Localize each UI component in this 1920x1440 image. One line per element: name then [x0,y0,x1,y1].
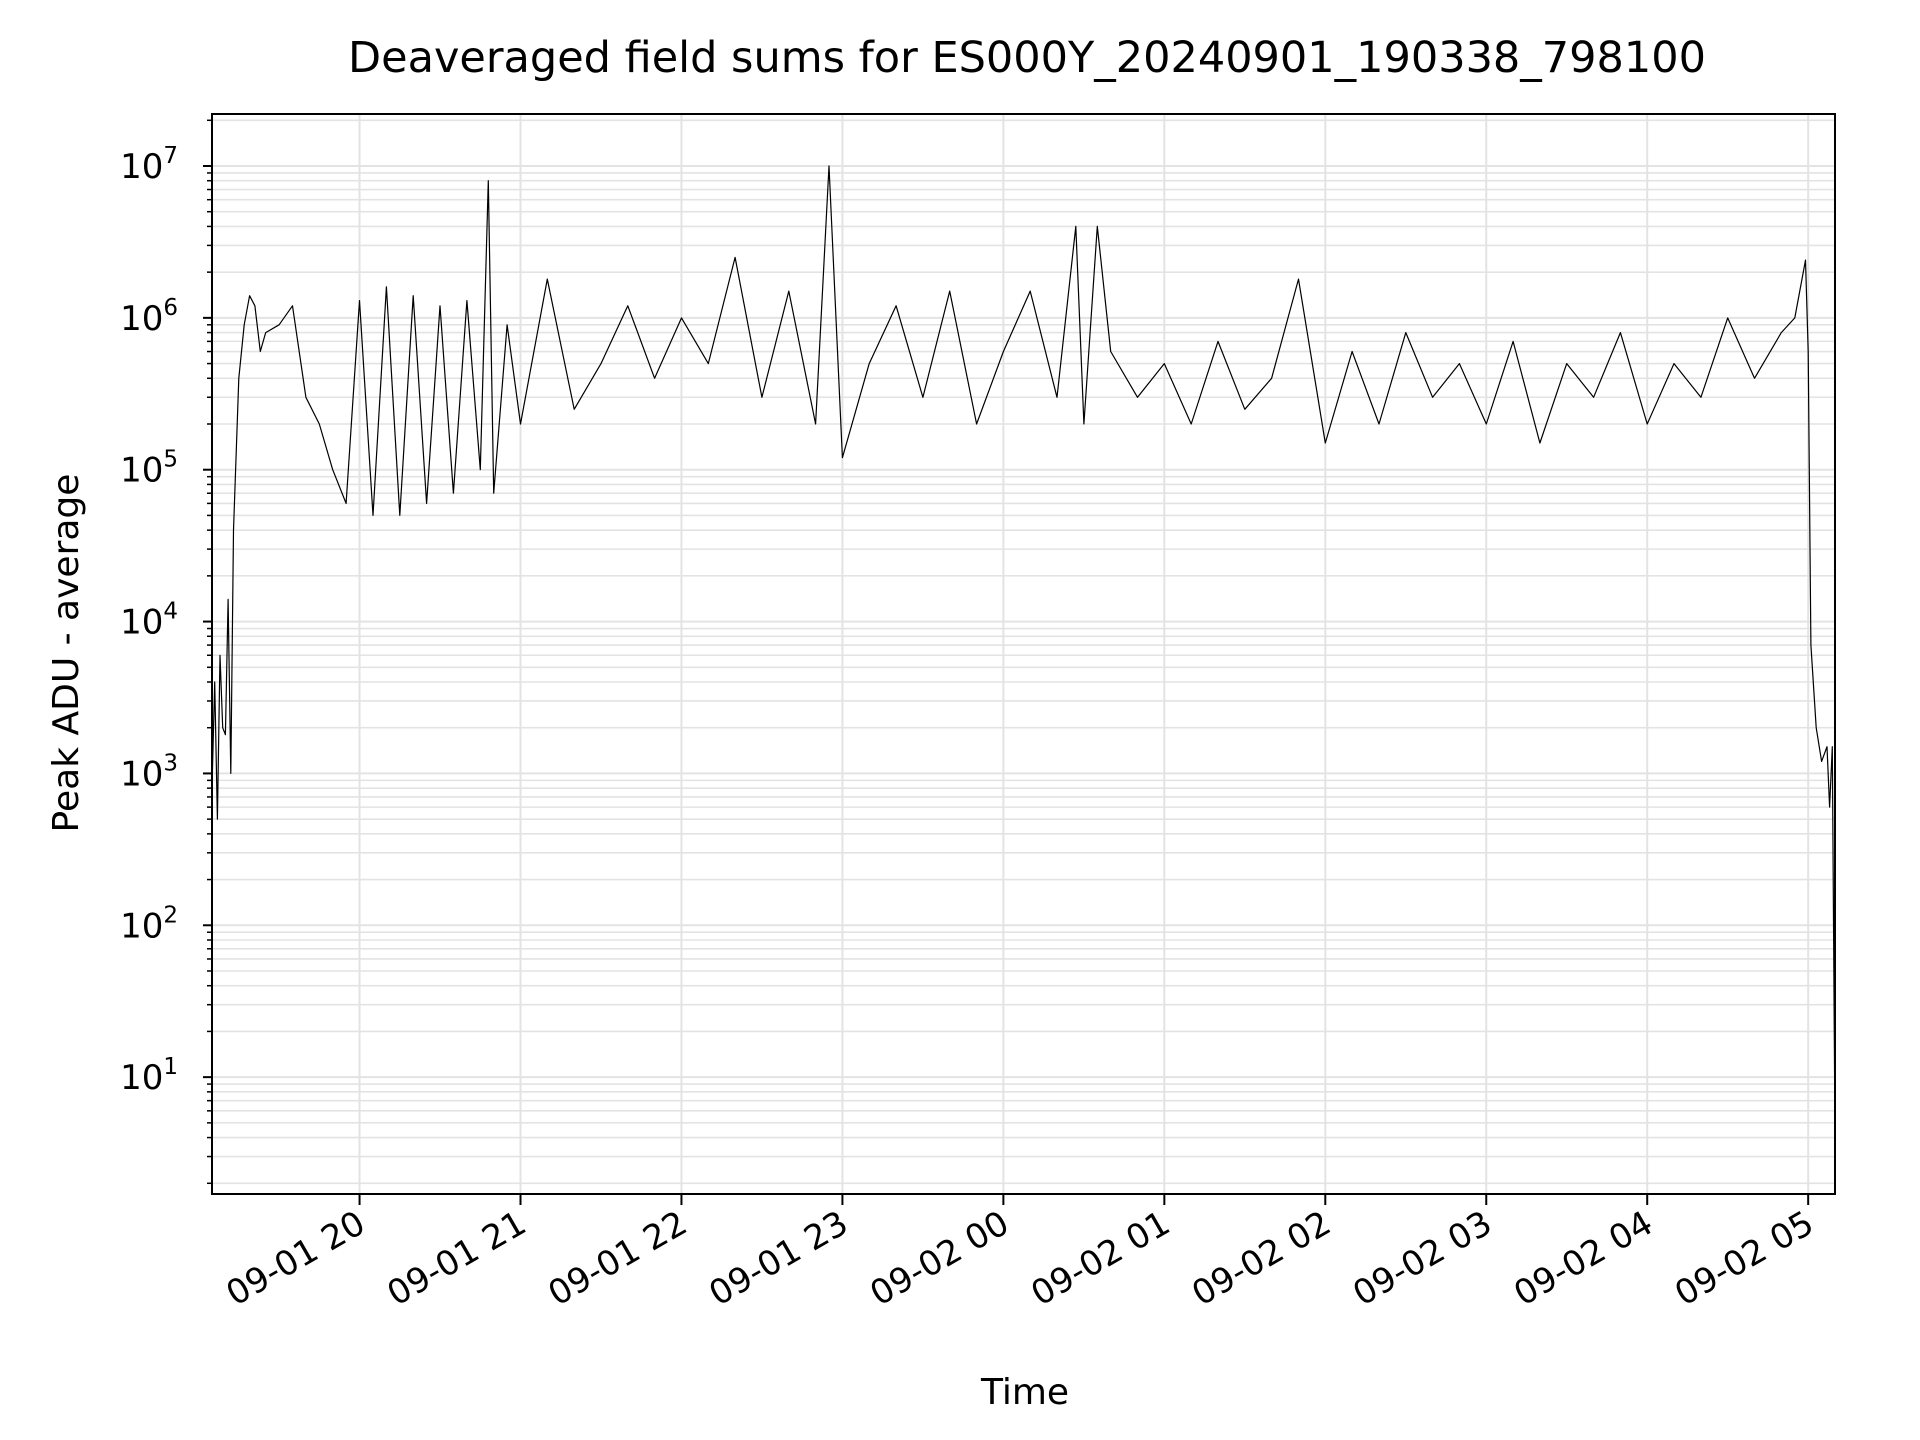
y-tick-base: 10 [120,299,163,339]
y-tick-exponent: 5 [163,447,178,473]
chart-title: Deaveraged field sums for ES000Y_2024090… [348,33,1706,83]
plot-area [211,165,1836,1138]
y-tick-base: 10 [120,906,163,946]
y-tick-label: 104 [120,599,178,643]
y-tick-exponent: 2 [163,902,178,928]
y-tick-label: 106 [120,295,178,339]
y-tick-exponent: 4 [163,599,178,625]
y-tick-base: 10 [120,603,163,643]
y-tick-exponent: 3 [163,750,178,776]
y-tick-label: 105 [120,447,178,491]
y-axis-label: Peak ADU - average [46,474,87,833]
grid [212,114,1835,1194]
x-axis-label: Time [980,1372,1069,1413]
y-tick-label: 107 [120,143,178,187]
plot-frame [211,113,1836,1195]
y-tick-exponent: 1 [163,1054,178,1080]
series-line [211,165,1836,1138]
y-tick-base: 10 [120,754,163,794]
y-tick-label: 103 [120,750,178,794]
y-tick-base: 10 [120,1058,163,1098]
y-tick-exponent: 7 [163,143,178,169]
y-tick-base: 10 [120,451,163,491]
y-tick-label: 102 [120,902,178,946]
y-tick-label: 101 [120,1054,178,1098]
y-tick-base: 10 [120,147,163,187]
y-tick-exponent: 6 [163,295,178,321]
